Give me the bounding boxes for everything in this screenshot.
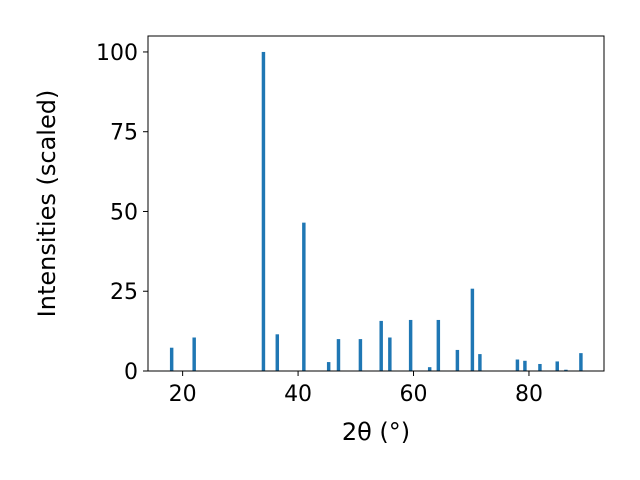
x-tick-label: 20 (169, 382, 197, 407)
bar (408, 319, 413, 371)
bar (261, 51, 266, 371)
bar (192, 337, 196, 371)
bar (326, 362, 331, 371)
bar (379, 320, 383, 371)
bar (478, 354, 482, 371)
bar (515, 359, 520, 371)
bar (470, 288, 475, 371)
bar (523, 360, 527, 371)
bar (455, 349, 460, 371)
bar (358, 339, 363, 371)
bar (538, 363, 542, 371)
y-tick-label: 100 (96, 41, 138, 66)
bar (436, 319, 441, 371)
plot-frame (147, 35, 605, 372)
bar (427, 367, 432, 371)
x-tick-label: 40 (284, 382, 312, 407)
bar (302, 222, 306, 371)
y-tick-label: 50 (110, 200, 138, 225)
x-tick-label: 80 (515, 382, 543, 407)
y-tick-label: 0 (124, 360, 138, 385)
x-tick-label: 60 (400, 382, 428, 407)
bar (555, 361, 559, 371)
x-axis-ticks: 20 40 60 80 (169, 371, 543, 407)
bar (169, 347, 174, 371)
bar (388, 337, 392, 371)
x-axis-label: 2θ (°) (342, 418, 410, 446)
y-tick-label: 25 (110, 280, 138, 305)
bars-group (169, 51, 583, 371)
y-tick-label: 75 (110, 121, 138, 146)
y-axis-label: Intensities (scaled) (33, 90, 61, 318)
y-axis-ticks: 0 25 50 75 100 (96, 41, 148, 385)
bar (564, 369, 568, 371)
bar (336, 339, 341, 371)
bar (579, 353, 583, 371)
bar (275, 334, 280, 371)
